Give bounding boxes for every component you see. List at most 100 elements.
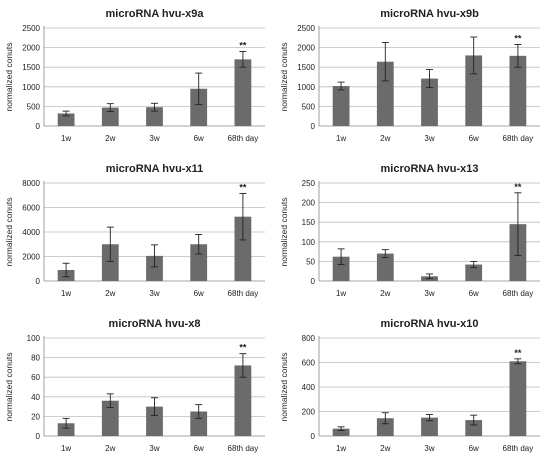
bar-2w — [376, 418, 394, 436]
bar-68th-day — [234, 216, 252, 281]
y-tick-label: 40 — [31, 393, 40, 402]
bar-3w — [421, 78, 438, 126]
y-tick-label: 1000 — [22, 83, 40, 92]
y-tick-label: 2000 — [22, 44, 40, 53]
y-tick-label: 100 — [27, 334, 41, 343]
bar-2w — [376, 253, 394, 281]
x-tick-label: 68th day — [503, 289, 534, 298]
y-tick-label: 100 — [302, 238, 316, 247]
x-tick-label: 3w — [149, 289, 159, 298]
y-axis-label: normalized conuts — [4, 198, 14, 267]
bar-6w — [465, 55, 483, 126]
bar-3w — [146, 107, 163, 126]
y-axis-label: normalized conuts — [279, 198, 289, 267]
chart-panel-hvu-x10: microRNA hvu-x10 normalized conuts 0 200 400… — [275, 310, 550, 464]
chart-title: microRNA hvu-x10 — [380, 318, 478, 330]
chart-title: microRNA hvu-x13 — [380, 163, 478, 175]
x-tick-label: 1w — [61, 134, 71, 143]
x-tick-label: 6w — [194, 289, 204, 298]
y-tick-label: 8000 — [22, 179, 40, 188]
bar-2w — [101, 400, 119, 436]
y-tick-label: 2500 — [22, 24, 40, 33]
x-tick-label: 1w — [61, 444, 71, 453]
y-tick-label: 60 — [31, 373, 40, 382]
y-tick-label: 80 — [31, 354, 40, 363]
y-tick-label: 2500 — [297, 24, 315, 33]
y-tick-label: 1000 — [297, 83, 315, 92]
y-tick-label: 500 — [302, 102, 316, 111]
bar-3w — [146, 255, 163, 281]
chart-title: microRNA hvu-x8 — [109, 318, 201, 330]
y-tick-label: 6000 — [22, 204, 40, 213]
x-tick-label: 2w — [105, 134, 115, 143]
y-tick-label: 1500 — [22, 63, 40, 72]
x-tick-label: 3w — [424, 444, 434, 453]
bar-68th-day — [509, 361, 527, 436]
chart-svg: microRNA hvu-x13 normalized conuts 0 50 100 1… — [279, 163, 540, 298]
y-tick-label: 400 — [302, 383, 316, 392]
x-tick-label: 68th day — [228, 444, 259, 453]
x-tick-label: 1w — [336, 134, 346, 143]
significance-label: ** — [239, 41, 247, 51]
significance-label: ** — [514, 33, 522, 43]
y-axis-label: normalized conuts — [279, 353, 289, 422]
chart-title: microRNA hvu-x9b — [380, 8, 479, 20]
bar-6w — [190, 411, 208, 436]
chart-panel-hvu-x8: microRNA hvu-x8 normalized conuts 0 20 40 60 8… — [0, 310, 275, 464]
x-tick-label: 3w — [149, 134, 159, 143]
chart-title: microRNA hvu-x9a — [105, 8, 204, 20]
significance-label: ** — [514, 182, 522, 192]
y-tick-label: 4000 — [22, 228, 40, 237]
chart-svg: microRNA hvu-x8 normalized conuts 0 20 40 60 8… — [4, 318, 265, 453]
x-tick-label: 6w — [469, 444, 479, 453]
y-tick-label: 600 — [302, 359, 316, 368]
x-tick-label: 2w — [380, 134, 390, 143]
y-axis-label: normalized conuts — [4, 43, 14, 112]
y-tick-label: 500 — [27, 102, 41, 111]
bar-1w — [332, 256, 350, 281]
x-tick-label: 3w — [149, 444, 159, 453]
x-tick-label: 1w — [336, 444, 346, 453]
y-tick-label: 200 — [302, 408, 316, 417]
x-tick-label: 6w — [469, 289, 479, 298]
y-tick-label: 800 — [302, 334, 316, 343]
chart-panel-hvu-x9b: microRNA hvu-x9b normalized conuts 0 500 100… — [275, 0, 550, 154]
bar-68th-day — [509, 55, 527, 126]
x-tick-label: 2w — [105, 289, 115, 298]
x-tick-label: 68th day — [228, 134, 259, 143]
y-tick-label: 150 — [302, 218, 316, 227]
x-tick-label: 3w — [424, 134, 434, 143]
bar-68th-day — [234, 59, 252, 126]
chart-svg: microRNA hvu-x11 normalized conuts 0 2000 40… — [4, 163, 265, 298]
bar-6w — [465, 420, 483, 436]
y-tick-label: 0 — [311, 277, 316, 286]
x-tick-label: 1w — [336, 289, 346, 298]
bar-3w — [146, 406, 163, 436]
bar-1w — [57, 423, 75, 436]
significance-label: ** — [239, 182, 247, 192]
bar-6w — [190, 244, 208, 281]
bar-6w — [465, 264, 483, 281]
x-tick-label: 3w — [424, 289, 434, 298]
x-tick-label: 6w — [469, 134, 479, 143]
y-tick-label: 250 — [302, 179, 316, 188]
bar-1w — [332, 86, 350, 126]
y-tick-label: 0 — [311, 432, 316, 441]
y-axis-label: normalized conuts — [4, 353, 14, 422]
y-tick-label: 0 — [36, 277, 41, 286]
chart-panel-hvu-x13: microRNA hvu-x13 normalized conuts 0 50 100 1… — [275, 155, 550, 309]
significance-label: ** — [514, 348, 522, 358]
y-tick-label: 0 — [311, 122, 316, 131]
x-tick-label: 6w — [194, 444, 204, 453]
x-tick-label: 68th day — [503, 134, 534, 143]
chart-panel-hvu-x11: microRNA hvu-x11 normalized conuts 0 2000 40… — [0, 155, 275, 309]
x-tick-label: 2w — [380, 444, 390, 453]
bar-1w — [57, 113, 75, 126]
bar-2w — [376, 61, 394, 126]
bar-1w — [332, 428, 350, 436]
bar-68th-day — [234, 365, 252, 436]
x-tick-label: 68th day — [228, 289, 259, 298]
chart-panel-hvu-x9a: microRNA hvu-x9a normalized conuts 0 500 100… — [0, 0, 275, 154]
x-tick-label: 68th day — [503, 444, 534, 453]
x-tick-label: 2w — [380, 289, 390, 298]
